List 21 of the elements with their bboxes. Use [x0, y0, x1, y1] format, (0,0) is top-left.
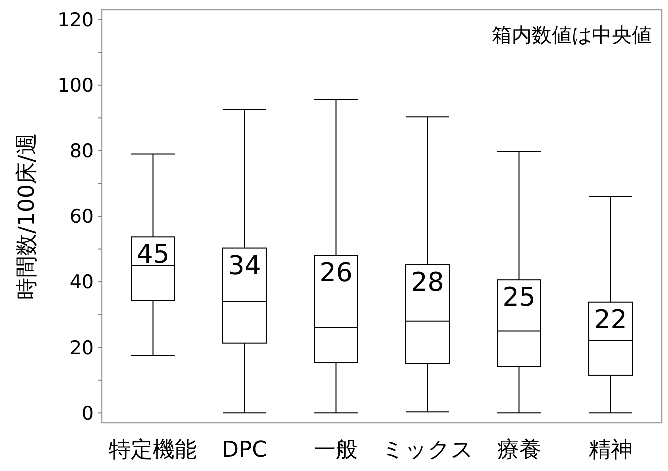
- text: 34: [228, 251, 262, 282]
- text: 26: [320, 258, 353, 289]
- x-tick-label: 精神: [588, 438, 633, 463]
- text: 22: [594, 305, 628, 336]
- x-tick-label: 療養: [497, 438, 542, 463]
- x-tick-label: 特定機能: [109, 438, 198, 463]
- x-tick-label: ミックス: [382, 438, 474, 463]
- text: 45: [136, 240, 170, 270]
- text: 28: [411, 268, 444, 298]
- text: 25: [502, 283, 536, 314]
- y-tick-label: 60: [70, 206, 94, 228]
- y-axis-title: 時間数/100床/週: [15, 133, 40, 300]
- y-tick-label: 80: [70, 140, 94, 163]
- y-tick-label: 0: [82, 402, 94, 425]
- y-tick-label: 100: [58, 75, 94, 98]
- y-tick-label: 40: [70, 272, 94, 294]
- x-tick-label: DPC: [222, 438, 268, 463]
- y-tick-label: 20: [70, 337, 94, 360]
- annotation: 箱内数値は中央値: [492, 23, 652, 47]
- y-tick-label: 120: [58, 9, 94, 32]
- x-tick-label: 一般: [314, 438, 358, 463]
